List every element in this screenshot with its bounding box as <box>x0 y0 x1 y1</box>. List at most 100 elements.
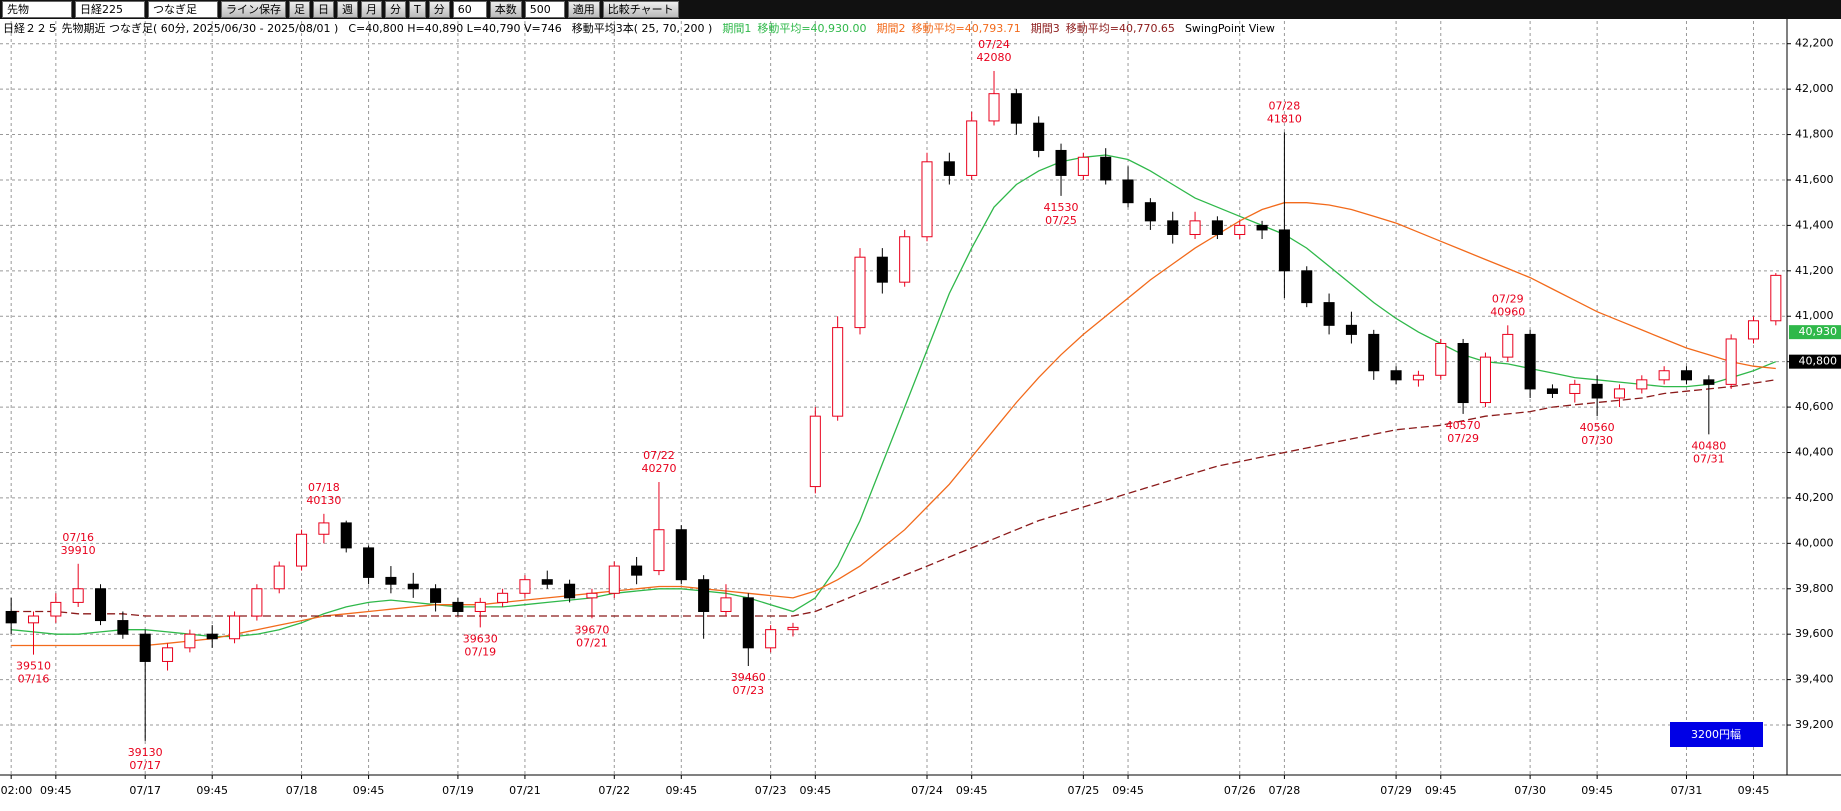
y-tick-label: 39,200 <box>1795 718 1834 731</box>
price-tag <box>1789 354 1841 369</box>
x-tick-label: 07/21 <box>509 784 541 797</box>
swing-date: 07/31 <box>1693 452 1725 465</box>
candle-body <box>519 579 531 594</box>
swing-date: 07/28 <box>1269 99 1301 112</box>
x-tick-label: 07/25 <box>1068 784 1100 797</box>
compare-button[interactable]: 比較チャート <box>602 1 679 18</box>
candle-body <box>296 533 308 567</box>
toolbar: 先物 日経225 つなぎ足 ライン保存 足 日 週 月 分 T 分 60 本数 … <box>0 0 1841 19</box>
candle-body <box>1435 342 1447 376</box>
swing-date: 07/29 <box>1447 432 1479 445</box>
candle-body <box>1077 156 1089 176</box>
y-tick-label: 39,400 <box>1795 673 1834 686</box>
candle-body <box>1457 342 1469 404</box>
candle-body <box>1010 93 1022 124</box>
candle-body <box>1569 383 1581 394</box>
candle-body <box>943 161 955 176</box>
swing-date: 07/29 <box>1492 292 1524 305</box>
x-tick-label: 09:45 <box>353 784 385 797</box>
swing-price: 39510 <box>16 660 51 673</box>
market-select[interactable]: 先物 <box>2 1 72 18</box>
candle-body <box>564 583 576 599</box>
x-tick-label: 09:45 <box>1112 784 1144 797</box>
x-tick-label: 07/31 <box>1671 784 1703 797</box>
x-tick-label: 07/26 <box>1224 784 1256 797</box>
candle-body <box>273 565 285 590</box>
candle-body <box>1100 156 1112 181</box>
week-button[interactable]: 週 <box>337 1 358 18</box>
candle-body <box>363 547 375 578</box>
candle-body <box>787 626 799 631</box>
swing-date: 07/30 <box>1581 434 1613 447</box>
tick-button[interactable]: T <box>409 1 426 18</box>
candle-body <box>854 256 866 329</box>
save-button[interactable]: ライン保存 <box>221 1 286 18</box>
x-tick-label: 07/29 <box>1380 784 1412 797</box>
candle-body <box>720 597 732 612</box>
candle-body <box>1502 333 1514 358</box>
candle-body <box>608 565 620 594</box>
y-tick-label: 41,600 <box>1795 173 1834 186</box>
candle-body <box>966 120 978 176</box>
count-input[interactable]: 500 <box>524 1 565 18</box>
chart: 39,200 39,400 39,600 39,800 40,000 40,200 40,4… <box>0 19 1841 797</box>
y-tick-label: 41,800 <box>1795 128 1834 141</box>
candle-body <box>1189 220 1201 235</box>
apply-button[interactable]: 適用 <box>567 1 600 18</box>
legend-name: 期間2 <box>877 22 906 35</box>
month-button[interactable]: 月 <box>361 1 382 18</box>
candle-body <box>1479 356 1491 404</box>
candle-body <box>1390 370 1402 381</box>
moving-average-line <box>11 154 1777 638</box>
swing-date: 07/25 <box>1045 214 1077 227</box>
swing-date: 07/23 <box>732 684 764 697</box>
day-button[interactable]: 日 <box>313 1 334 18</box>
y-tick-label: 41,400 <box>1795 218 1834 231</box>
candle-body <box>832 327 844 417</box>
swing-date: 07/16 <box>18 673 50 686</box>
y-tick-label: 40,000 <box>1795 536 1834 549</box>
candle-body <box>1703 379 1715 385</box>
chart-header: 日経２２５ 先物期近 つなぎ足( 60分, 2025/06/30 - 2025/… <box>3 21 1275 35</box>
candle-body <box>541 579 553 585</box>
x-tick-label: 07/22 <box>598 784 630 797</box>
candle-body <box>94 588 107 622</box>
candle-body <box>184 633 196 649</box>
x-tick-label: 07/19 <box>442 784 474 797</box>
candle-body <box>1524 333 1536 390</box>
x-tick-label: 07/23 <box>755 784 787 797</box>
swing-price: 41810 <box>1267 112 1302 125</box>
legend-value: 移動平均=40,793.71 <box>912 21 1021 35</box>
price-tag-label: 40,800 <box>1799 355 1838 368</box>
candle-body <box>921 161 933 238</box>
candle-body <box>162 647 174 662</box>
swing-price: 40570 <box>1446 419 1481 432</box>
index-select[interactable]: 日経225 <box>75 1 145 18</box>
y-tick-label: 40,400 <box>1795 446 1834 459</box>
candle-body <box>742 597 754 649</box>
ohlcv: C=40,800 H=40,890 L=40,790 V=746 <box>348 22 561 35</box>
interval-input[interactable]: 60 <box>452 1 487 18</box>
minute-button[interactable]: 分 <box>385 1 406 18</box>
y-tick-label: 40,600 <box>1795 400 1834 413</box>
candle-body <box>1591 383 1603 399</box>
mode-select[interactable]: つなぎ足 <box>148 1 218 18</box>
candle-body <box>631 565 643 576</box>
swing-price: 39630 <box>463 632 498 645</box>
candle-body <box>5 610 17 624</box>
candle-body <box>1747 320 1760 340</box>
x-tick-label: 09:45 <box>665 784 697 797</box>
x-tick-label: 07/17 <box>129 784 161 797</box>
candle-body <box>1256 224 1268 231</box>
candle-body <box>1412 374 1424 381</box>
y-tick-label: 41,000 <box>1795 309 1834 322</box>
swing-price: 39130 <box>128 746 163 759</box>
swing-price: 40960 <box>1490 305 1525 318</box>
candle-body <box>1278 229 1290 272</box>
swing-price: 42080 <box>977 51 1012 64</box>
legend-value: 移動平均=40,930.00 <box>757 21 866 35</box>
candle-body <box>1680 370 1693 381</box>
candle-body <box>899 236 911 283</box>
candle-body <box>1211 220 1223 235</box>
